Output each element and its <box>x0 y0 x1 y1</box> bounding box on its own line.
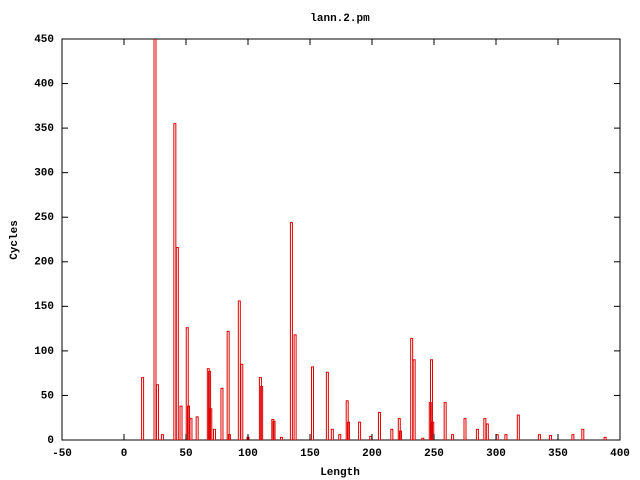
bar <box>485 423 489 440</box>
x-tick-label: 350 <box>548 448 568 460</box>
bar <box>271 419 275 440</box>
y-tick-label: 200 <box>34 257 54 269</box>
bar <box>549 435 553 440</box>
bar <box>399 430 403 440</box>
bar <box>141 377 145 440</box>
bar <box>195 416 199 440</box>
bar <box>155 384 159 440</box>
bar <box>603 436 607 440</box>
bar <box>443 402 447 440</box>
bar <box>483 418 487 440</box>
x-tick-label: 400 <box>610 448 630 460</box>
bar <box>185 327 189 440</box>
bar <box>213 428 217 440</box>
bar <box>173 123 177 440</box>
bars <box>141 39 607 440</box>
bar <box>495 434 499 440</box>
bar <box>358 421 362 440</box>
bar <box>421 437 425 440</box>
y-tick-label: 250 <box>34 212 54 224</box>
bar <box>463 418 467 440</box>
plot-frame <box>61 38 621 441</box>
bar <box>258 377 262 440</box>
y-tick-label: 350 <box>34 123 54 135</box>
bar <box>377 411 381 440</box>
y-tick-label: 100 <box>34 346 54 358</box>
y-tick-label: 50 <box>41 390 54 402</box>
bar <box>431 421 435 440</box>
y-tick-label: 150 <box>34 301 54 313</box>
bar <box>279 436 283 440</box>
bar <box>293 334 297 440</box>
bar <box>390 428 394 440</box>
x-tick-label: 200 <box>362 448 382 460</box>
x-tick-label: 50 <box>179 448 192 460</box>
bar <box>330 428 334 440</box>
bar <box>325 371 329 440</box>
bar <box>206 368 210 440</box>
bar <box>220 387 224 440</box>
x-axis-label: Length <box>320 467 360 479</box>
bar <box>397 418 401 440</box>
bar <box>153 39 157 440</box>
bar <box>240 363 244 440</box>
bar <box>504 434 508 440</box>
chart-title: lann.2.pm <box>310 13 370 25</box>
x-tick-label: -50 <box>52 448 72 460</box>
bar <box>571 434 575 440</box>
bar <box>475 428 479 440</box>
bar <box>310 366 314 440</box>
bar <box>451 434 455 440</box>
bar <box>410 337 414 440</box>
y-tick-label: 450 <box>34 34 54 46</box>
bar <box>160 434 164 440</box>
bar <box>226 330 230 440</box>
x-tick-label: 100 <box>238 448 258 460</box>
bar <box>369 435 373 440</box>
bar <box>272 420 276 440</box>
x-tick-label: 250 <box>424 448 444 460</box>
x-tick-label: 0 <box>121 448 128 460</box>
bar <box>537 434 541 440</box>
bar <box>516 414 520 440</box>
y-tick-label: 0 <box>47 435 54 447</box>
bar <box>179 405 183 440</box>
bar <box>260 386 264 440</box>
bar <box>289 222 293 440</box>
bar <box>209 408 213 440</box>
y-tick-label: 300 <box>34 168 54 180</box>
bar <box>412 359 416 440</box>
bar <box>189 418 193 440</box>
bar <box>175 247 179 440</box>
bar <box>227 434 231 440</box>
y-axis-label: Cycles <box>9 220 21 260</box>
x-tick-label: 150 <box>300 448 320 460</box>
y-tick-label: 400 <box>34 78 54 90</box>
bar <box>346 421 350 440</box>
bar <box>338 434 342 440</box>
bar <box>581 428 585 440</box>
x-tick-label: 300 <box>486 448 506 460</box>
bar <box>237 300 241 440</box>
